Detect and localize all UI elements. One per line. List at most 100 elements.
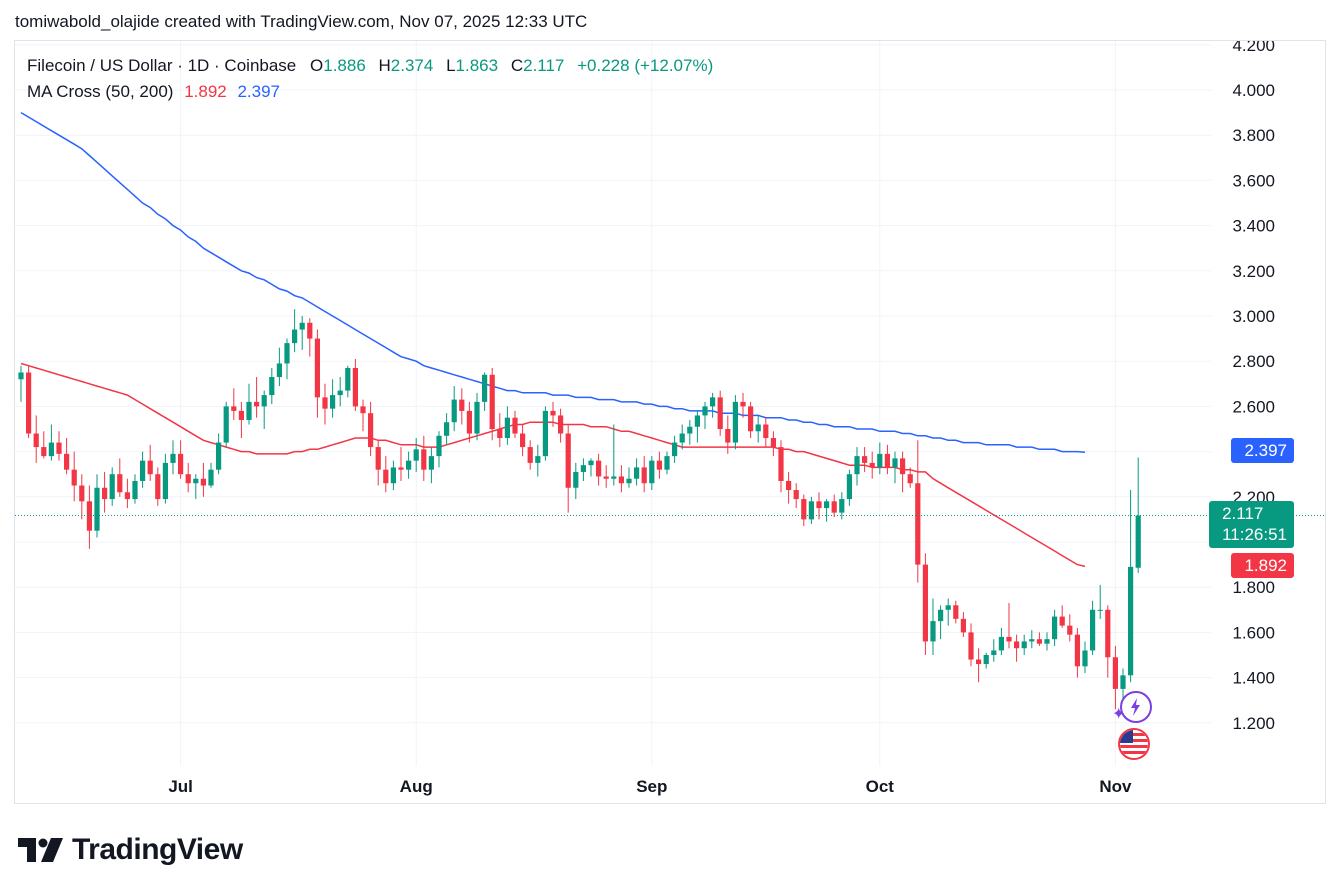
candle-body xyxy=(398,467,404,470)
tradingview-logo[interactable]: TradingView xyxy=(18,833,243,867)
candle-body xyxy=(1097,609,1103,611)
candle-body xyxy=(740,401,746,407)
candle-body xyxy=(1067,625,1073,635)
sparkle-icon: ✦ xyxy=(1112,706,1126,723)
candle-body xyxy=(512,417,518,434)
candle-body xyxy=(178,453,184,475)
candle-body xyxy=(124,492,130,500)
y-tick-label: 2.800 xyxy=(1232,352,1275,371)
candle-body xyxy=(824,501,830,509)
candle-body xyxy=(223,406,229,443)
candle-body xyxy=(474,401,480,434)
candle-body xyxy=(1059,616,1065,626)
candle-body xyxy=(1090,609,1096,651)
candle-body xyxy=(428,456,434,470)
candle-body xyxy=(459,399,465,411)
candle-body xyxy=(1135,515,1141,568)
candle-body xyxy=(170,453,176,463)
candle-body xyxy=(915,483,921,565)
candle-body xyxy=(56,442,62,454)
candle-body xyxy=(611,476,617,479)
y-tick-label: 3.400 xyxy=(1232,217,1275,236)
candle-body xyxy=(1128,566,1134,676)
candle-body xyxy=(109,474,115,500)
x-tick-label: Nov xyxy=(1099,777,1132,796)
candle-body xyxy=(877,453,883,468)
tradingview-logo-icon xyxy=(18,838,63,862)
candle-body xyxy=(542,410,548,457)
candle-body xyxy=(702,406,708,416)
candle-body xyxy=(565,433,571,488)
candle-body xyxy=(451,399,457,423)
ma50-value: 1.892 xyxy=(184,82,227,101)
candle-body xyxy=(1074,634,1080,667)
low-label: L xyxy=(446,56,456,75)
candle-body xyxy=(892,458,898,468)
candle-body xyxy=(185,474,191,484)
ma200-line xyxy=(20,111,1086,454)
candle-body xyxy=(558,415,564,434)
x-tick-label: Aug xyxy=(400,777,433,796)
candle-body xyxy=(140,460,146,481)
candle-body xyxy=(694,415,700,427)
y-tick-label: 1.400 xyxy=(1232,669,1275,688)
candle-body xyxy=(299,322,305,330)
ma50-price-tag: 1.892 xyxy=(1231,553,1294,578)
ma200-price-tag-label: 2.397 xyxy=(1244,441,1287,460)
chart-attribution: tomiwabold_olajide created with TradingV… xyxy=(15,12,588,31)
candle-body xyxy=(672,442,678,457)
last-price-tag: 2.117 11:26:51 xyxy=(1209,501,1294,548)
candle-body xyxy=(216,442,222,470)
tradingview-logo-text: TradingView xyxy=(72,833,243,866)
candle-body xyxy=(846,474,852,500)
candle-body xyxy=(375,447,381,470)
indicator-name[interactable]: MA Cross (50, 200) xyxy=(27,82,174,101)
low-value: 1.863 xyxy=(455,56,499,75)
candle-body xyxy=(953,605,959,619)
candle-body xyxy=(269,377,275,396)
candle-body xyxy=(710,397,716,407)
candle-body xyxy=(839,499,845,513)
y-tick-label: 3.000 xyxy=(1232,307,1275,326)
candle-body xyxy=(603,476,609,479)
candle-body xyxy=(626,478,632,484)
candles xyxy=(18,309,1141,710)
candle-body xyxy=(550,410,556,416)
us-flag-icon[interactable] xyxy=(1118,728,1150,760)
candle-body xyxy=(155,474,161,500)
candle-body xyxy=(18,372,24,380)
candle-body xyxy=(284,343,290,364)
chart-area[interactable]: 1.2001.4001.6001.8002.0002.2002.4002.600… xyxy=(14,40,1326,804)
candle-body xyxy=(991,650,997,655)
candle-body xyxy=(793,490,799,500)
candle-body xyxy=(1112,657,1118,689)
candle-body xyxy=(444,422,450,436)
candle-body xyxy=(831,501,837,513)
candle-body xyxy=(770,438,776,448)
chart-legend: Filecoin / US Dollar · 1D · Coinbase O1.… xyxy=(27,53,713,105)
candle-body xyxy=(86,501,92,531)
candle-body xyxy=(596,460,602,477)
candle-body xyxy=(1029,639,1035,642)
candle-body xyxy=(94,487,100,531)
candle-body xyxy=(588,460,594,466)
candle-body xyxy=(368,413,374,448)
candle-body xyxy=(482,374,488,402)
lightning-event-icon[interactable] xyxy=(1120,691,1152,723)
candle-body xyxy=(1036,639,1042,644)
candle-body xyxy=(1006,636,1012,642)
candle-body xyxy=(641,467,647,484)
candle-body xyxy=(390,467,396,484)
candle-body xyxy=(117,474,123,493)
candle-body xyxy=(1120,675,1126,689)
price-scale: 1.2001.4001.6001.8002.0002.2002.4002.600… xyxy=(1232,41,1275,733)
y-tick-label: 3.600 xyxy=(1232,171,1275,190)
symbol-name[interactable]: Filecoin / US Dollar · 1D · Coinbase xyxy=(27,56,297,75)
candle-body xyxy=(907,474,913,484)
candle-body xyxy=(322,397,328,409)
candle-body xyxy=(41,447,47,457)
countdown-label: 11:26:51 xyxy=(1222,525,1287,544)
ma200-layer xyxy=(20,111,1086,454)
candle-body xyxy=(732,401,738,443)
candlestick-chart[interactable]: 1.2001.4001.6001.8002.0002.2002.4002.600… xyxy=(15,41,1326,804)
